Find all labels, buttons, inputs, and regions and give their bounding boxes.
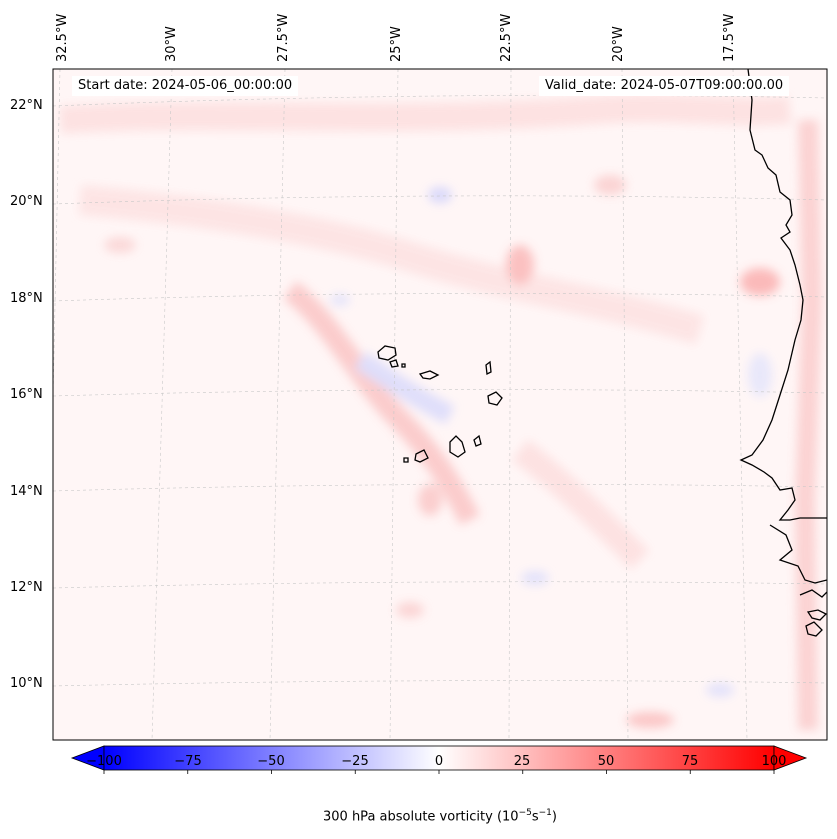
colorbar-tick-label: 75 <box>681 754 699 769</box>
vorticity-blob <box>396 602 424 618</box>
island <box>487 391 503 406</box>
vorticity-blob <box>428 187 452 203</box>
africa-coastline <box>806 609 827 621</box>
vorticity-blob <box>104 237 136 253</box>
vorticity-blob <box>521 571 549 585</box>
colorbar-ticks <box>103 770 775 774</box>
colorbar-extend-high <box>773 745 808 771</box>
colorbar-tick-label: 50 <box>597 754 615 769</box>
island <box>401 363 406 368</box>
island <box>377 345 397 361</box>
vorticity-blob <box>506 245 534 285</box>
vorticity-band <box>794 119 823 731</box>
lon-label: 20°W <box>611 26 626 62</box>
lon-label: 27.5°W <box>276 13 291 62</box>
island <box>418 370 440 380</box>
africa-coastline <box>769 524 827 584</box>
colorbar-title: 300 hPa absolute vorticity (10−5s−1) <box>323 808 557 825</box>
island <box>414 449 429 463</box>
vorticity-band <box>59 94 792 134</box>
vorticity-band <box>283 281 480 525</box>
lat-label: 16°N <box>10 387 43 402</box>
vorticity-blob <box>418 484 442 516</box>
lat-label: 20°N <box>10 194 43 209</box>
colorbar-tick-label: −25 <box>341 754 369 769</box>
gridlines <box>53 69 827 740</box>
vorticity-field <box>59 94 823 731</box>
vorticity-blob <box>626 712 674 728</box>
vorticity-blob <box>748 353 772 397</box>
coastlines <box>377 69 827 637</box>
lat-label: 22°N <box>10 98 43 113</box>
africa-coastline <box>805 621 823 637</box>
valid-date-label: Valid_date: 2024-05-07T09:00:00.00 <box>539 76 790 96</box>
colorbar <box>70 745 808 774</box>
vorticity-blob <box>740 268 780 296</box>
colorbar-tick-label: −50 <box>257 754 285 769</box>
start-date-label: Start date: 2024-05-06_00:00:00 <box>72 76 299 96</box>
lon-label: 32.5°W <box>55 13 70 62</box>
island <box>389 359 399 368</box>
colorbar-tick-label: 25 <box>513 754 531 769</box>
vorticity-blob <box>594 175 626 195</box>
map-frame <box>52 68 828 741</box>
island <box>485 360 492 375</box>
lat-label: 14°N <box>10 484 43 499</box>
colorbar-tick-label: −75 <box>174 754 202 769</box>
lat-label: 12°N <box>10 580 43 595</box>
colorbar-tick-label: −100 <box>86 754 122 769</box>
africa-coastline <box>799 589 827 598</box>
island <box>473 434 482 447</box>
lat-label: 10°N <box>10 676 43 691</box>
lon-label: 17.5°W <box>722 13 737 62</box>
colorbar-tick-label: 100 <box>761 754 787 769</box>
lon-label: 22.5°W <box>499 13 514 62</box>
vorticity-blob <box>330 294 350 306</box>
lat-label: 18°N <box>10 291 43 306</box>
lon-label: 25°W <box>389 26 404 62</box>
vorticity-band <box>512 439 650 570</box>
africa-coastline <box>739 69 827 521</box>
colorbar-tick-label: 0 <box>434 754 444 769</box>
island <box>449 435 466 458</box>
lon-label: 30°W <box>164 26 179 62</box>
vorticity-blob <box>706 683 734 697</box>
vorticity-band <box>78 185 705 345</box>
vorticity-band <box>354 351 455 424</box>
island <box>403 457 409 463</box>
